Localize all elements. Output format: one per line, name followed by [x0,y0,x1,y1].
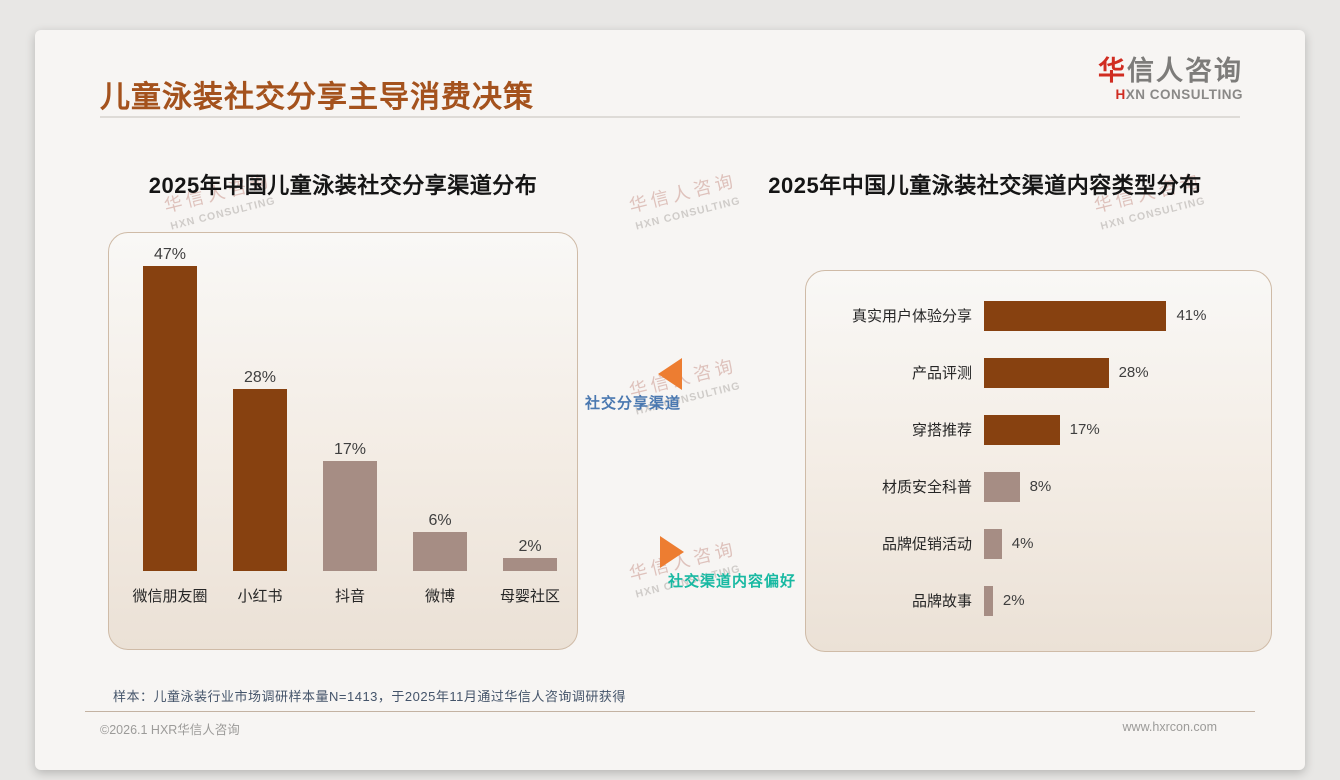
bar [984,471,1020,502]
copyright-text: ©2026.1 HXR华信人咨询 [100,723,240,737]
bar-value-label: 2% [518,538,542,555]
bar-category-label: 真实用户体验分享 [851,308,972,325]
bar [984,414,1060,445]
bar-category-label: 抖音 [334,588,365,605]
bar [143,265,197,571]
bar-group: 47% 微信朋友圈 [125,233,215,606]
bar-value-label: 41% [1176,307,1207,324]
title-divider [100,116,1240,118]
website-text: www.hxrcon.com [1122,720,1217,734]
left-chart-plot-area: 47% 微信朋友圈 28% 小红书 17% 抖音 6% 微博 2% [125,233,575,606]
bar-category-label: 微信朋友圈 [132,588,208,605]
bar [984,528,1002,559]
bar-value-label: 6% [428,512,452,529]
logo-en-rest: XN CONSULTING [1125,87,1243,103]
bar-value-label: 17% [1069,421,1100,438]
channel-annotation-label: 社交分享渠道 [585,395,682,412]
bar [984,300,1167,331]
slide-card: 华信人咨询 HXN CONSULTING 华信人咨询 HXN CONSULTING … [35,30,1305,770]
bar [323,460,377,571]
right-chart-panel: 真实用户体验分享 41% 产品评测 28% 穿搭推荐 17% 材质安全科普 8%… [805,270,1272,652]
logo-en-accent: H [1115,87,1126,103]
bar [984,357,1109,388]
bar-value-label: 28% [243,369,277,386]
bar-value-label: 2% [1002,592,1025,609]
bar-value-label: 4% [1011,535,1034,552]
logo-cn-rest: 信人咨询 [1127,56,1243,86]
bar-value-label: 17% [333,440,367,458]
bar-category-label: 材质安全科普 [881,479,972,496]
bar-group: 28% 小红书 [215,233,305,605]
bar-group: 2% 母婴社区 [485,233,575,605]
content-annotation-label: 社交渠道内容偏好 [668,573,797,590]
bar-category-label: 产品评测 [911,365,972,382]
bar [503,558,557,571]
bar [413,532,467,571]
left-chart-panel: 47% 微信朋友圈 28% 小红书 17% 抖音 6% 微博 2% [108,232,578,650]
sample-note: 样本：儿童泳装行业市场调研样本量N=1413，于2025年11月通过华信人咨询调… [113,689,626,704]
bar-row: 品牌促销活动 4% [826,515,1263,572]
bar-category-label: 品牌故事 [911,593,972,610]
bar [984,585,993,616]
bar-value-label: 28% [1118,364,1149,381]
bar [233,389,287,571]
bar-value-label: 47% [153,245,187,263]
right-chart-plot-area: 真实用户体验分享 41% 产品评测 28% 穿搭推荐 17% 材质安全科普 8%… [826,287,1263,629]
bar-category-label: 品牌促销活动 [881,536,972,553]
bar-value-label: 8% [1029,478,1052,495]
page-title: 儿童泳装社交分享主导消费决策 [100,81,534,114]
right-chart-title: 2025年中国儿童泳装社交渠道内容类型分布 [768,173,1202,198]
bar-row: 品牌故事 2% [826,572,1263,629]
bar-category-label: 小红书 [237,588,283,605]
logo-chinese-name: 华信人咨询 [1098,56,1243,87]
bar-category-label: 穿搭推荐 [911,422,972,439]
bar-row: 穿搭推荐 17% [826,401,1263,458]
left-arrow-icon [658,358,682,390]
logo-cn-accent: 华 [1098,56,1127,86]
bar-row: 材质安全科普 8% [826,458,1263,515]
bar-row: 真实用户体验分享 41% [826,287,1263,344]
bar-category-label: 母婴社区 [499,588,560,605]
company-logo: 华信人咨询 HXN CONSULTING [1098,56,1243,103]
bar-group: 17% 抖音 [305,233,395,605]
bar-row: 产品评测 28% [826,344,1263,401]
left-chart-title: 2025年中国儿童泳装社交分享渠道分布 [148,173,538,198]
bar-category-label: 微博 [424,588,455,605]
footer-divider [85,711,1255,712]
right-arrow-icon [660,536,684,568]
logo-english-name: HXN CONSULTING [1098,87,1243,103]
bar-group: 6% 微博 [395,233,485,605]
